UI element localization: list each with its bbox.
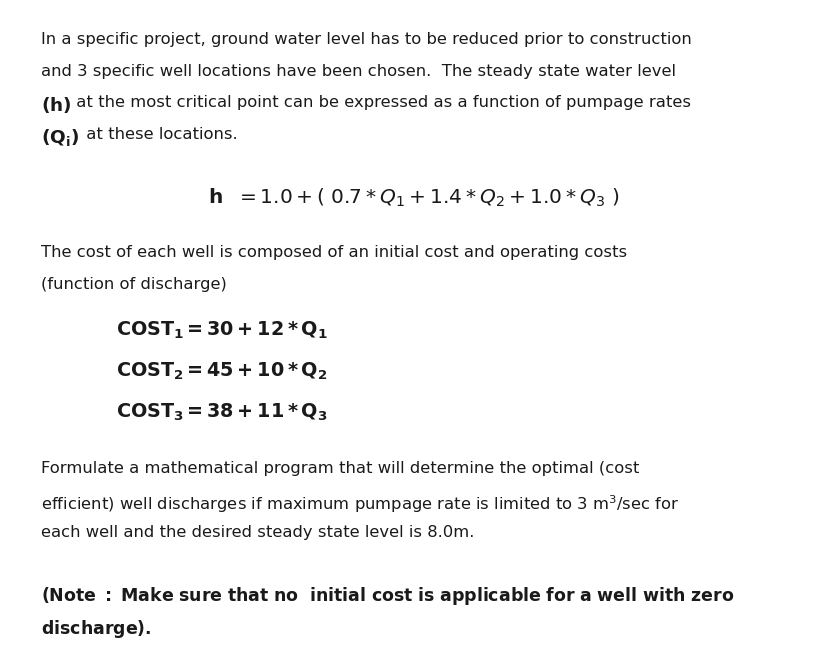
Text: at these locations.: at these locations. bbox=[81, 127, 237, 142]
Text: $\mathbf{COST_1 = 30 + 12 * Q_1}$: $\mathbf{COST_1 = 30 + 12 * Q_1}$ bbox=[116, 320, 327, 341]
Text: $\mathbf{(Note\ :\ Make\ sure\ that\ no\ \ initial\ cost\ is\ applicable\ for\ a: $\mathbf{(Note\ :\ Make\ sure\ that\ no\… bbox=[41, 585, 734, 606]
Text: and 3 specific well locations have been chosen.  The steady state water level: and 3 specific well locations have been … bbox=[41, 64, 676, 79]
Text: $\mathbf{(Q_i)}$: $\mathbf{(Q_i)}$ bbox=[41, 127, 79, 148]
Text: $\mathbf{discharge).}$: $\mathbf{discharge).}$ bbox=[41, 618, 152, 640]
Text: efficient) well discharges if maximum pumpage rate is limited to 3 m$^3$/sec for: efficient) well discharges if maximum pu… bbox=[41, 493, 679, 515]
Text: $\mathbf{COST_2 = 45 + 10 * Q_2}$: $\mathbf{COST_2 = 45 + 10 * Q_2}$ bbox=[116, 361, 327, 382]
Text: (function of discharge): (function of discharge) bbox=[41, 277, 227, 292]
Text: $\mathbf{h}$  $= 1.0 + (\ 0.7 * Q_1 + 1.4 * Q_2 + 1.0 * Q_3\ )$: $\mathbf{h}$ $= 1.0 + (\ 0.7 * Q_1 + 1.4… bbox=[208, 187, 619, 209]
Text: In a specific project, ground water level has to be reduced prior to constructio: In a specific project, ground water leve… bbox=[41, 32, 691, 47]
Text: $\mathbf{(h)}$: $\mathbf{(h)}$ bbox=[41, 95, 72, 115]
Text: each well and the desired steady state level is 8.0m.: each well and the desired steady state l… bbox=[41, 525, 474, 540]
Text: at the most critical point can be expressed as a function of pumpage rates: at the most critical point can be expres… bbox=[71, 95, 691, 111]
Text: $\mathbf{COST_3 = 38 + 11 * Q_3}$: $\mathbf{COST_3 = 38 + 11 * Q_3}$ bbox=[116, 402, 327, 423]
Text: The cost of each well is composed of an initial cost and operating costs: The cost of each well is composed of an … bbox=[41, 245, 627, 260]
Text: Formulate a mathematical program that will determine the optimal (cost: Formulate a mathematical program that wi… bbox=[41, 461, 639, 477]
